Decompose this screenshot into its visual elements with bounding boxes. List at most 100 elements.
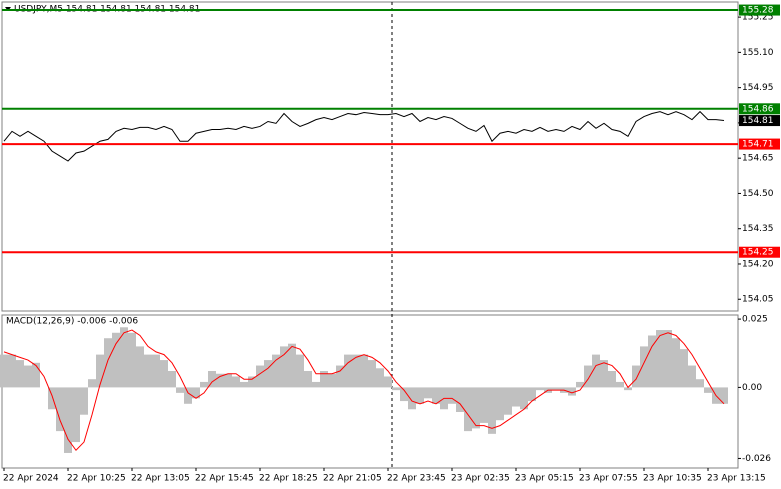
macd-bar	[304, 371, 312, 388]
macd-bar	[648, 335, 656, 388]
macd-bar	[416, 387, 424, 404]
macd-bar	[168, 371, 176, 388]
level-label: 154.86	[742, 104, 774, 114]
macd-bar	[576, 381, 584, 388]
x-tick-label: 23 Apr 10:35	[643, 474, 702, 484]
macd-bar	[584, 365, 592, 388]
macd-frame	[1, 314, 739, 469]
macd-bar	[144, 354, 152, 388]
last-price-box	[739, 115, 780, 127]
macd-bar	[432, 387, 440, 404]
y-tick-label: 0.00	[742, 383, 762, 393]
x-tick-label: 22 Apr 18:25	[259, 474, 318, 484]
macd-bar	[616, 381, 624, 388]
price-frame	[1, 1, 739, 312]
macd-bar	[280, 346, 288, 388]
macd-bar	[312, 381, 320, 388]
x-tick-label: 22 Apr 21:05	[323, 474, 382, 484]
macd-bar	[248, 376, 256, 388]
macd-bar	[328, 373, 336, 388]
y-tick-label: 154.50	[742, 189, 774, 199]
macd-bar	[512, 387, 520, 407]
macd-bar	[272, 354, 280, 388]
macd-bar	[488, 387, 496, 434]
y-tick-label: 154.65	[742, 154, 774, 164]
y-tick-label: 155.10	[742, 48, 774, 58]
macd-bar	[16, 360, 24, 388]
macd-bar	[568, 387, 576, 396]
macd-bar	[184, 387, 192, 404]
macd-bar	[176, 387, 184, 393]
symbol-icon	[5, 7, 11, 11]
macd-bar	[424, 387, 432, 399]
x-tick-label: 22 Apr 2024	[3, 474, 59, 484]
macd-bar	[528, 387, 536, 402]
macd-bar	[352, 354, 360, 388]
macd-bar	[504, 387, 512, 415]
macd-bar	[128, 332, 136, 388]
macd-bar	[152, 354, 160, 388]
y-tick-label: 154.35	[742, 224, 774, 234]
macd-bar	[344, 354, 352, 388]
macd-bar	[704, 387, 712, 393]
macd-bar	[664, 330, 672, 388]
macd-bar	[400, 387, 408, 402]
macd-bar	[120, 327, 128, 388]
macd-bar	[240, 381, 248, 388]
macd-bar	[64, 387, 72, 453]
macd-bar	[448, 387, 456, 404]
y-tick-label: 154.05	[742, 295, 774, 305]
macd-bar	[688, 365, 696, 388]
macd-bar	[8, 354, 16, 388]
macd-bar	[232, 376, 240, 388]
macd-bar	[96, 354, 104, 388]
last-price-label: 154.81	[742, 116, 774, 126]
macd-bar	[360, 354, 368, 388]
macd-bar	[192, 387, 200, 399]
series-line	[3, 110, 725, 162]
x-tick-label: 23 Apr 02:35	[451, 474, 510, 484]
macd-bar	[464, 387, 472, 432]
macd-bar	[408, 387, 416, 410]
macd-bar	[72, 387, 80, 443]
macd-bar	[600, 360, 608, 388]
x-tick-label: 23 Apr 05:15	[515, 474, 574, 484]
macd-bar	[80, 387, 88, 415]
x-tick-label: 22 Apr 13:05	[131, 474, 190, 484]
macd-bar	[0, 354, 8, 388]
macd-bar	[624, 387, 632, 391]
macd-bar	[88, 379, 96, 388]
macd-bar	[480, 387, 488, 423]
macd-bar	[136, 346, 144, 388]
x-tick-label: 22 Apr 15:45	[195, 474, 254, 484]
level-label: 154.25	[742, 248, 774, 258]
macd-bar	[552, 387, 560, 391]
y-tick-label: 154.20	[742, 259, 774, 269]
level-label-box	[739, 4, 780, 16]
y-tick-label: 0.025	[742, 315, 768, 325]
macd-bar	[520, 387, 528, 410]
macd-bar	[384, 376, 392, 388]
macd-bar	[32, 362, 40, 388]
macd-bar	[608, 371, 616, 388]
macd-bar	[496, 387, 504, 421]
macd-bar	[680, 349, 688, 388]
panel-title: MACD(12,26,9) -0.006 -0.006	[6, 317, 138, 327]
macd-bar	[720, 387, 728, 404]
x-tick-label: 22 Apr 23:45	[387, 474, 446, 484]
macd-bar	[672, 338, 680, 388]
macd-bar	[264, 360, 272, 388]
macd-bar	[288, 343, 296, 388]
level-label-box	[739, 103, 780, 115]
macd-bar	[640, 346, 648, 388]
x-tick-label: 23 Apr 13:15	[707, 474, 766, 484]
x-tick-label: 23 Apr 07:55	[579, 474, 638, 484]
macd-bar	[224, 373, 232, 388]
macd-bar	[696, 379, 704, 388]
macd-bar	[256, 365, 264, 388]
macd-bar	[536, 387, 544, 391]
macd-bar	[216, 373, 224, 388]
level-label: 155.28	[742, 6, 774, 16]
macd-bar	[632, 365, 640, 388]
